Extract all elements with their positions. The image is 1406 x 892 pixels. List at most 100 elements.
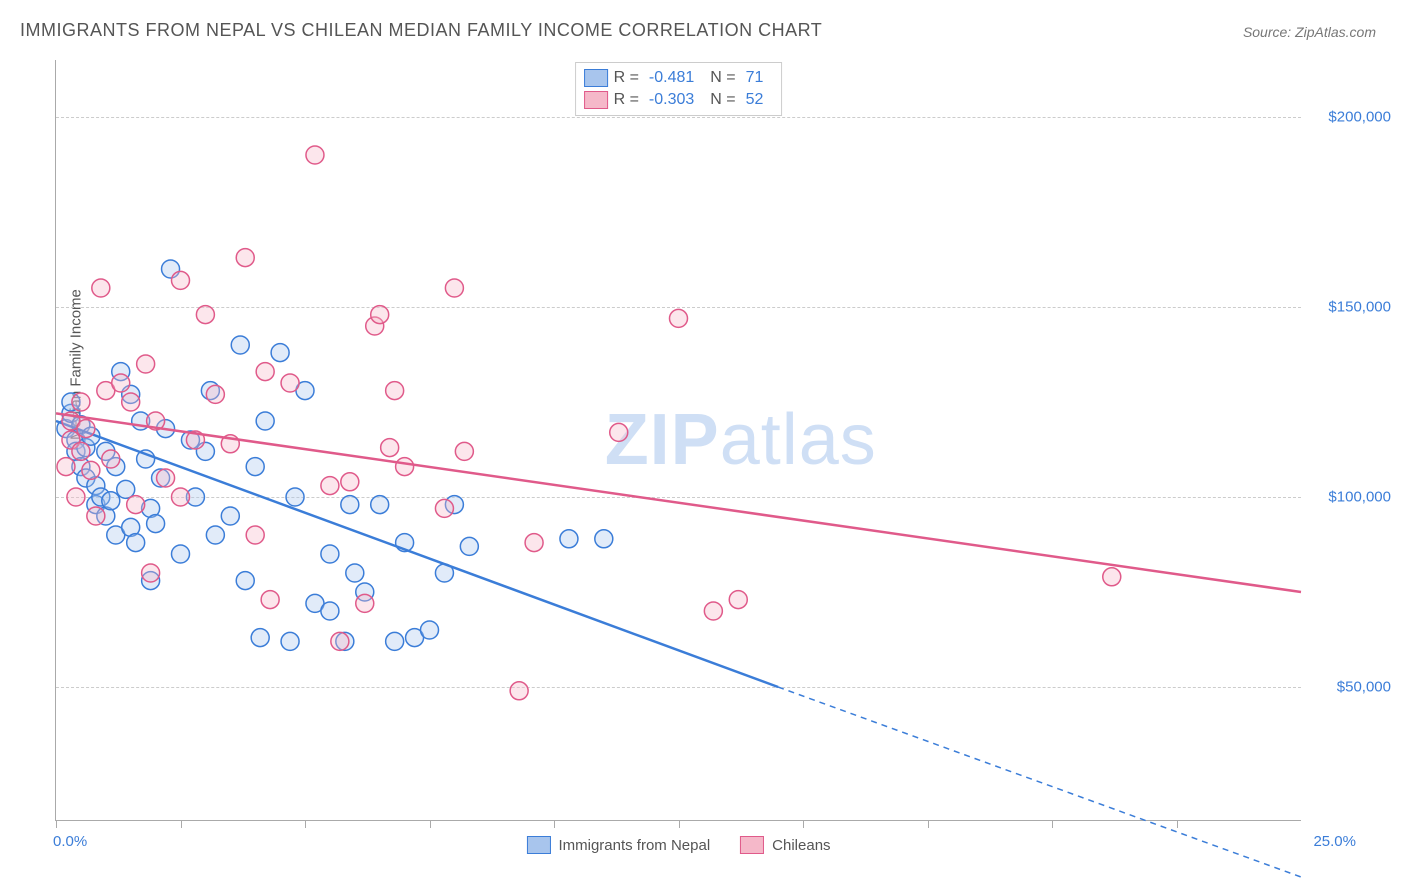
data-point <box>595 530 613 548</box>
data-point <box>256 412 274 430</box>
data-point <box>341 496 359 514</box>
legend-n-value: 71 <box>746 69 764 87</box>
x-tick <box>305 820 306 828</box>
data-point <box>87 507 105 525</box>
data-point <box>72 442 90 460</box>
data-point <box>281 632 299 650</box>
data-point <box>251 629 269 647</box>
source-attribution: Source: ZipAtlas.com <box>1243 24 1376 40</box>
series-legend-item: Chileans <box>740 836 830 854</box>
data-point <box>286 488 304 506</box>
data-point <box>236 249 254 267</box>
x-tick <box>181 820 182 828</box>
data-point <box>321 602 339 620</box>
data-point <box>157 469 175 487</box>
data-point <box>102 450 120 468</box>
data-point <box>435 499 453 517</box>
legend-r-value: -0.481 <box>649 69 694 87</box>
data-point <box>77 420 95 438</box>
data-point <box>670 309 688 327</box>
data-point <box>396 458 414 476</box>
scatter-svg <box>56 60 1301 820</box>
correlation-legend: R = -0.481 N = 71 R = -0.303 N = 52 <box>575 62 783 116</box>
data-point <box>246 458 264 476</box>
data-point <box>102 492 120 510</box>
legend-swatch <box>740 836 764 854</box>
data-point <box>386 632 404 650</box>
data-point <box>281 374 299 392</box>
legend-row: R = -0.481 N = 71 <box>584 67 774 89</box>
trend-line-extrapolated <box>778 687 1301 877</box>
legend-row: R = -0.303 N = 52 <box>584 89 774 111</box>
data-point <box>460 537 478 555</box>
data-point <box>172 545 190 563</box>
y-tick-label: $100,000 <box>1311 489 1391 506</box>
data-point <box>172 271 190 289</box>
data-point <box>112 374 130 392</box>
series-legend-label: Chileans <box>772 837 830 854</box>
legend-r-label: R = <box>614 69 639 87</box>
x-axis-max-label: 25.0% <box>1313 833 1356 850</box>
data-point <box>729 591 747 609</box>
legend-n-label: N = <box>710 91 735 109</box>
data-point <box>127 496 145 514</box>
series-legend: Immigrants from Nepal Chileans <box>526 836 830 854</box>
trend-line <box>56 413 1301 592</box>
data-point <box>67 488 85 506</box>
x-tick <box>56 820 57 828</box>
data-point <box>421 621 439 639</box>
x-tick <box>1052 820 1053 828</box>
y-tick-label: $50,000 <box>1311 679 1391 696</box>
data-point <box>206 526 224 544</box>
data-point <box>137 355 155 373</box>
legend-n-value: 52 <box>746 91 764 109</box>
data-point <box>331 632 349 650</box>
data-point <box>147 515 165 533</box>
legend-r-label: R = <box>614 91 639 109</box>
data-point <box>560 530 578 548</box>
y-tick-label: $200,000 <box>1311 109 1391 126</box>
data-point <box>610 423 628 441</box>
trend-line <box>56 421 778 687</box>
data-point <box>455 442 473 460</box>
data-point <box>236 572 254 590</box>
x-tick <box>430 820 431 828</box>
legend-r-value: -0.303 <box>649 91 694 109</box>
x-tick <box>554 820 555 828</box>
x-tick <box>1177 820 1178 828</box>
data-point <box>82 461 100 479</box>
data-point <box>122 393 140 411</box>
data-point <box>341 473 359 491</box>
data-point <box>127 534 145 552</box>
data-point <box>346 564 364 582</box>
data-point <box>381 439 399 457</box>
chart-title: IMMIGRANTS FROM NEPAL VS CHILEAN MEDIAN … <box>20 20 822 41</box>
legend-n-label: N = <box>710 69 735 87</box>
y-tick-label: $150,000 <box>1311 299 1391 316</box>
data-point <box>356 594 374 612</box>
series-legend-label: Immigrants from Nepal <box>558 837 710 854</box>
data-point <box>306 146 324 164</box>
data-point <box>142 564 160 582</box>
data-point <box>371 306 389 324</box>
data-point <box>704 602 722 620</box>
data-point <box>57 458 75 476</box>
data-point <box>386 382 404 400</box>
series-legend-item: Immigrants from Nepal <box>526 836 710 854</box>
data-point <box>256 363 274 381</box>
data-point <box>261 591 279 609</box>
data-point <box>92 279 110 297</box>
data-point <box>172 488 190 506</box>
data-point <box>1103 568 1121 586</box>
data-point <box>321 545 339 563</box>
x-tick <box>803 820 804 828</box>
data-point <box>196 306 214 324</box>
data-point <box>525 534 543 552</box>
data-point <box>371 496 389 514</box>
x-tick <box>928 820 929 828</box>
x-axis-min-label: 0.0% <box>53 833 87 850</box>
legend-swatch <box>584 69 608 87</box>
data-point <box>206 385 224 403</box>
legend-swatch <box>526 836 550 854</box>
data-point <box>321 477 339 495</box>
